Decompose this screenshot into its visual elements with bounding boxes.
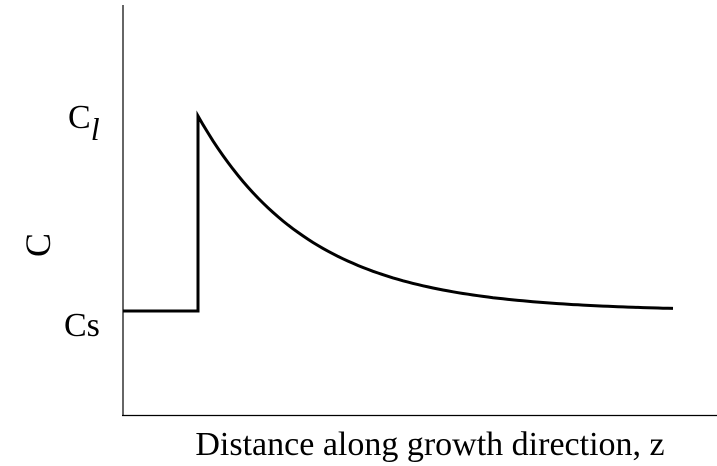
top-level-label: Cl: [68, 99, 100, 147]
top-level-symbol: C: [68, 99, 91, 136]
x-axis-label: Distance along growth direction, z: [195, 426, 664, 463]
bottom-level-label: Cs: [64, 307, 100, 344]
y-axis-label: C: [18, 233, 58, 257]
top-level-subscript: l: [91, 111, 100, 147]
concentration-profile: [123, 110, 674, 313]
